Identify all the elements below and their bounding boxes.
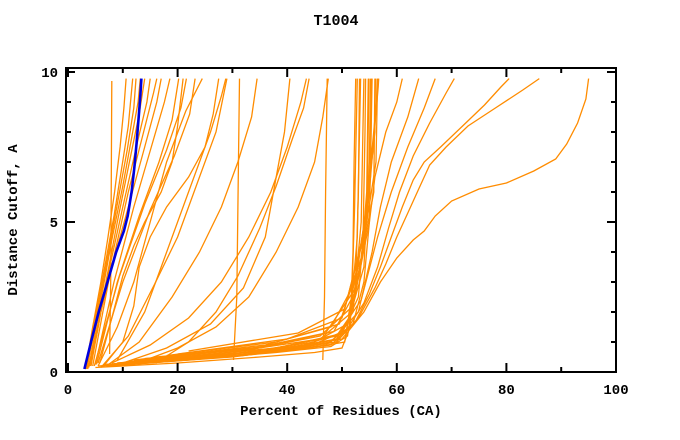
model-curve — [144, 78, 370, 360]
model-curve — [95, 78, 357, 369]
y-axis-label: Distance Cutoff, A — [6, 144, 22, 296]
y-tick-label: 5 — [50, 216, 58, 232]
chart-title: T1004 — [313, 13, 358, 30]
model-curves-group — [83, 78, 590, 370]
model-curve — [117, 78, 436, 364]
y-tick-label: 10 — [41, 66, 58, 82]
model-curve — [90, 78, 151, 367]
x-tick-label: 60 — [388, 383, 405, 399]
model-curve — [103, 78, 220, 367]
x-tick-label: 0 — [64, 383, 72, 399]
model-curve — [188, 78, 380, 352]
model-curve — [100, 78, 361, 367]
model-curve — [99, 78, 184, 364]
model-curve — [100, 78, 228, 368]
model-curve — [133, 78, 329, 366]
model-curve — [128, 78, 455, 363]
model-curve — [177, 78, 378, 355]
model-curve — [93, 78, 188, 367]
y-tick-label: 0 — [50, 366, 58, 382]
model-curve — [97, 78, 196, 364]
model-curve — [87, 78, 162, 370]
model-curve — [111, 78, 510, 367]
model-curve — [122, 78, 291, 364]
model-curve — [111, 78, 308, 364]
model-curve — [85, 78, 134, 370]
x-tick-label: 80 — [498, 383, 515, 399]
x-tick-label: 100 — [603, 383, 628, 399]
model-curve — [133, 78, 379, 361]
highlighted-model-curve — [83, 78, 143, 370]
model-curve — [97, 78, 203, 367]
model-curve — [232, 78, 241, 361]
model-curve — [116, 78, 227, 361]
model-curve — [117, 78, 540, 366]
x-axis-label: Percent of Residues (CA) — [240, 404, 442, 420]
model-curve — [111, 78, 420, 366]
model-curve — [139, 78, 367, 364]
x-tick-label: 20 — [169, 383, 186, 399]
model-curve — [106, 78, 258, 367]
axes-group: 0 20 40 60 80 100 0 5 10 — [41, 66, 628, 399]
model-curve — [108, 80, 113, 355]
model-curve — [122, 78, 590, 364]
model-curve — [155, 78, 310, 364]
x-tick-label: 40 — [279, 383, 296, 399]
